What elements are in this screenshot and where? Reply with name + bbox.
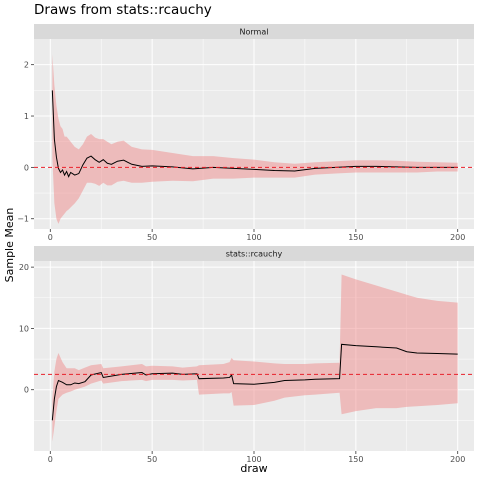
confidence-ribbon: [52, 54, 458, 224]
sample-mean-line: [51, 343, 458, 421]
x-tick-label: 200: [450, 455, 465, 464]
sample-mean-line: [51, 90, 458, 178]
facet-strip: [34, 246, 474, 261]
x-tick-label: 0: [48, 233, 53, 242]
x-tick-label: 50: [147, 455, 157, 464]
x-tick-label: 150: [348, 233, 363, 242]
facet-strip-label: Normal: [240, 28, 269, 37]
x-tick-label: 50: [147, 233, 157, 242]
x-tick-label: 150: [348, 455, 363, 464]
x-axis-label: draw: [240, 462, 267, 475]
y-axis-label: Sample Mean: [3, 208, 16, 283]
x-tick-label: 200: [450, 233, 465, 242]
y-tick-label: −1: [17, 215, 29, 224]
confidence-ribbon: [52, 274, 458, 442]
chart-title: Draws from stats::rcauchy: [34, 2, 212, 18]
y-tick-label: 2: [24, 61, 29, 70]
x-tick-label: 0: [48, 455, 53, 464]
panel-normal: Normal 0 50 100 150 200 −1 0 1 2: [17, 24, 474, 242]
x-tick-label: 100: [246, 455, 261, 464]
y-tick-label: 1: [24, 112, 29, 121]
facet-strip-label: stats::rcauchy: [226, 250, 283, 259]
y-tick-label: 0: [24, 386, 29, 395]
y-tick-label: 10: [19, 324, 29, 333]
facet-strip: [34, 24, 474, 39]
y-tick-label: 0: [24, 163, 29, 172]
y-tick-label: 20: [19, 263, 29, 272]
x-tick-label: 100: [246, 233, 261, 242]
